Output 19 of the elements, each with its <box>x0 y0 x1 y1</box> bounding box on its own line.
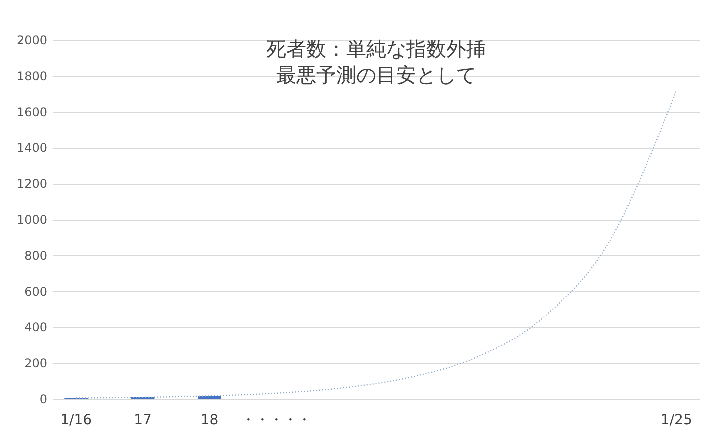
x-tick-label: 1/16 <box>60 412 92 428</box>
y-tick-label: 1200 <box>16 177 48 192</box>
chart-title: 死者数：単純な指数外挿 <box>266 37 486 61</box>
y-tick-label: 1400 <box>16 141 48 156</box>
x-tick-label: 17 <box>134 412 152 428</box>
y-tick-label: 1600 <box>16 105 48 120</box>
y-tick-label: 0 <box>40 392 48 406</box>
y-tick-label: 400 <box>24 320 48 335</box>
y-tick-label: 200 <box>24 356 48 371</box>
x-tick-label: 1/25 <box>660 412 692 428</box>
x-tick-label: 18 <box>200 412 219 428</box>
text: 最悪予測の目安として <box>276 63 476 87</box>
y-tick-label: 600 <box>24 284 48 299</box>
y-tick-label: 2000 <box>16 34 48 48</box>
line-series <box>76 90 678 399</box>
x-tick-label: ・・・・・ <box>241 412 312 428</box>
y-tick-label: 800 <box>24 248 48 263</box>
y-tick-label: 1800 <box>16 69 48 84</box>
y-tick-label: 1000 <box>16 213 48 227</box>
